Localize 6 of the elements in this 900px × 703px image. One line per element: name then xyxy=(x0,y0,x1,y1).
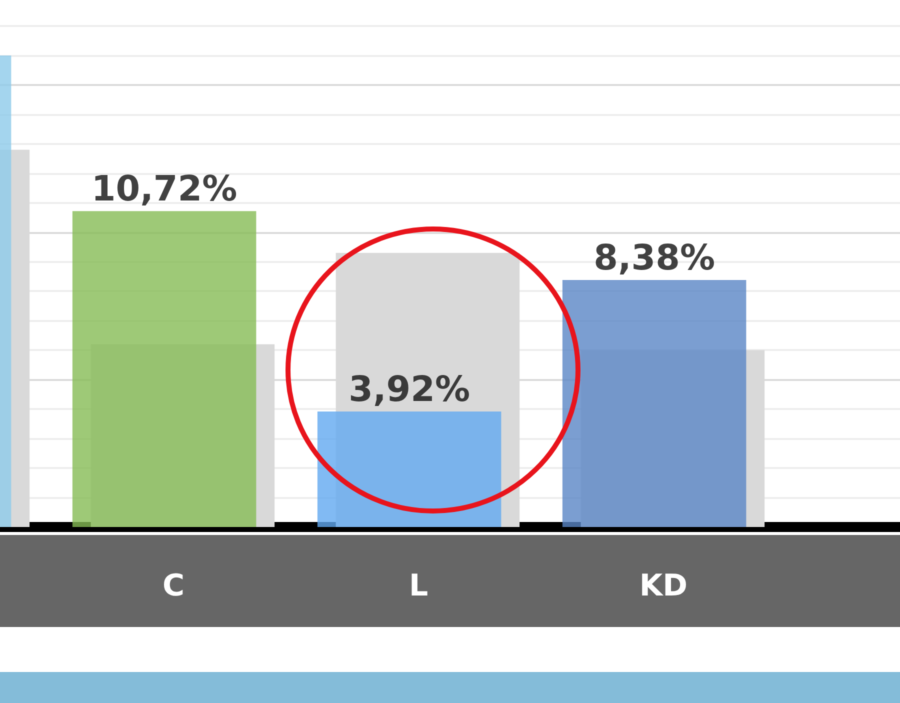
x-tick-label: C xyxy=(162,568,185,604)
data-label: 10,72% xyxy=(91,170,238,210)
data-label: 3,92% xyxy=(348,370,470,410)
x-tick-label: L xyxy=(408,568,428,604)
data-label: 8,38% xyxy=(594,238,716,279)
x-tick-label: KD xyxy=(639,568,688,604)
